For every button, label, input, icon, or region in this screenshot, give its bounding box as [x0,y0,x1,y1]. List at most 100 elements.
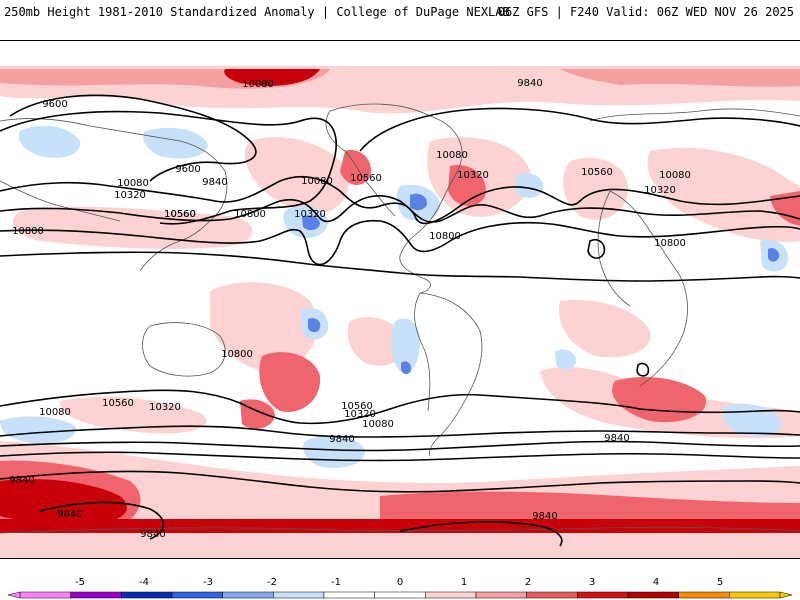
anomaly-region [12,206,253,249]
anomaly-region [391,318,421,374]
contour-label: 10560 [102,398,134,409]
anomaly-region [560,69,800,87]
contour-label: 9840 [517,78,542,89]
contour-label: 10080 [39,407,71,418]
colorbar-segment [273,591,325,599]
colorbar-tick-label: 4 [653,577,659,588]
contour-label: 9840 [57,509,82,520]
colorbar-segment [678,591,730,599]
colorbar-segment [729,591,781,599]
contour-label: 10080 [436,150,468,161]
colorbar-segment [222,591,274,599]
colorbar-tick-label: 3 [589,577,595,588]
anomaly-region [515,173,544,198]
contour-9600 [9,94,257,182]
colorbar-tick-label: 1 [461,577,467,588]
anomaly-region [244,137,349,212]
contour-closed-small [636,362,650,377]
colorbar-tick-label: -5 [75,577,85,588]
contour-label: 10320 [457,170,489,181]
contour-label: 9840 [140,529,165,540]
contour-labels: 10080 9840 9600 9600 9840 10080 10320 10… [9,78,691,540]
anomaly-region [143,127,208,159]
colorbar-segment [70,591,122,599]
colorbar-tick-label: 0 [397,577,403,588]
contour-label: 10560 [164,209,196,220]
contour-label: 10800 [429,231,461,242]
colorbar-segment [425,591,477,599]
colorbar-segment [19,591,71,599]
contour-label: 10800 [12,226,44,237]
contour-10800-north [0,251,800,282]
contour-label: 10080 [117,178,149,189]
contour-label: 10080 [659,170,691,181]
contour-label: 10320 [149,402,181,413]
anomaly-region [559,300,651,358]
colorbar-segment [526,591,578,599]
contour-label: 10080 [242,79,274,90]
contour-9840-south [0,470,800,493]
contour-label: 10800 [234,209,266,220]
contour-label: 9600 [42,99,67,110]
colorbar-segments [7,591,793,599]
colorbar-segment [374,591,426,599]
anomaly-region [308,318,321,333]
anomaly-region [612,376,707,423]
anomaly-region [555,349,577,370]
anomaly-region [0,416,76,444]
contour-label: 9840 [9,475,34,486]
contour-label: 10800 [221,349,253,360]
contour-10320-north [0,195,800,223]
contour-9840-low [39,501,164,540]
anomaly-region [647,147,800,242]
contour-label: 10560 [341,401,373,412]
contour-10560-south [0,425,800,438]
contour-label: 10320 [344,409,376,420]
colorbar-tick-label: -1 [331,577,341,588]
anomaly-colorbar: -5 -4 -3 -2 -1 0 1 2 3 4 5 [7,577,793,599]
anomaly-region [0,519,800,533]
contour-label: 10320 [114,190,146,201]
colorbar-tick-label: 5 [717,577,723,588]
contour-label: 10320 [644,185,676,196]
contour-label: 10560 [164,209,196,220]
contour-label: 10800 [654,238,686,249]
colorbar-segment [121,591,173,599]
anomaly-region [60,396,207,434]
contour-10800-south [0,389,800,425]
model-run-info: 06Z GFS | F240 Valid: 06Z WED NOV 26 202… [497,5,794,19]
contour-10320-south [0,440,800,452]
contour-9840-low-east [399,521,563,547]
colorbar-segment [171,591,223,599]
anomaly-region [259,352,321,412]
anomaly-region [302,215,320,231]
anomaly-shading [0,66,800,558]
anomaly-region [401,361,412,375]
colorbar-segment [627,591,679,599]
colorbar-segment [577,591,629,599]
map-title: 250mb Height 1981-2010 Standardized Anom… [4,5,510,19]
anomaly-region [768,248,780,262]
anomaly-region [240,399,275,429]
colorbar-tick-label: -2 [267,577,277,588]
anomaly-region [224,69,320,86]
contour-label: 9840 [329,434,354,445]
anomaly-region [18,125,81,158]
contour-9840-north-east [359,107,800,152]
contour-label: 9840 [532,511,557,522]
contour-label: 9600 [175,164,200,175]
contour-label: 10560 [350,173,382,184]
contour-label: 10080 [362,419,394,430]
anomaly-map: 10080 9840 9600 9600 9840 10080 10320 10… [0,40,800,559]
contour-label: 10320 [294,209,326,220]
contour-label: 10560 [581,167,613,178]
colorbar-min-arrow [7,591,21,599]
anomaly-region [347,317,406,366]
map-canvas: 10080 9840 9600 9600 9840 10080 10320 10… [0,66,800,558]
colorbar-max-arrow [779,591,793,599]
colorbar-tick-label: 2 [525,577,531,588]
contour-9840-north [0,110,337,225]
anomaly-region [563,157,629,220]
height-contours [0,94,800,547]
contour-10080-south [0,451,800,462]
